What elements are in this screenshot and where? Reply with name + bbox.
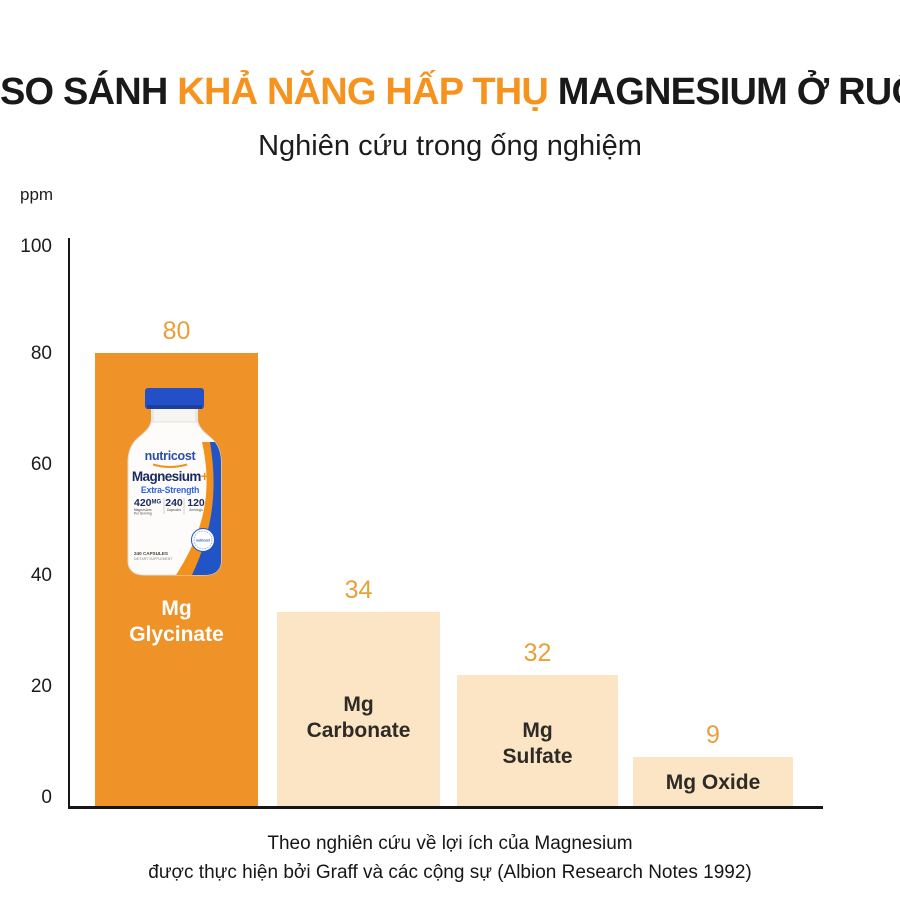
bar-label-line2: Carbonate [306,719,411,742]
y-tick-80: 80 [30,343,52,364]
title-part2: MAGNESIUM Ở RUỘT [557,71,900,113]
brand-logo-swoosh [152,463,188,468]
bar-value-mg-sulfate: 32 [523,639,552,667]
product-name: Magnesium+ [132,469,209,484]
page-title: SO SÁNH KHẢ NĂNG HẤP THỤ MAGNESIUM Ở RUỘ… [0,69,900,115]
bar-value-mg-glycinate: 80 [162,317,191,345]
page-subtitle: Nghiên cứu trong ống nghiệm [258,130,642,162]
brand-logo: nutricost [145,449,197,463]
bar-mg-oxide: 9 Mg Oxide [633,721,793,806]
source-note-line2: được thực hiện bởi Graff và các cộng sự … [148,862,752,883]
stat-dose: 420MG [134,497,162,509]
bar-label-mg-glycinate: Mg Glycinate [95,596,258,648]
bottle-label-art: nutricost [176,442,221,575]
capsule-count-text: 240 CAPSULES [134,551,168,556]
product-stats: 420MG 240 120 Magnesium Per Serving Caps… [134,497,205,515]
y-tick-60: 60 [30,454,52,475]
badge-seal: nutricost [191,528,215,552]
stat-dose-unit: MG [152,500,162,506]
y-axis-unit-label: ppm [20,185,54,204]
bar-label-line1: Mg [343,693,374,716]
bar-label-line1: Mg [522,719,553,742]
bar-label-mg-oxide: Mg Oxide [633,770,793,796]
bar-label-line2: Glycinate [129,623,224,646]
y-tick-40: 40 [30,565,52,586]
stat-capsules-value: 240 [165,497,183,509]
bottle-neck [151,409,198,422]
y-tick-0: 0 [41,787,52,808]
title-highlight: KHẢ NĂNG HẤP THỤ [177,71,549,113]
stat-capsules-caption: Capsules [167,508,181,512]
bar-label-line2: Sulfate [502,745,573,768]
bar-mg-glycinate: 80 [95,317,258,806]
bar-mg-carbonate: 34 Mg Carbonate [277,576,440,806]
bar-label-line1: Mg Oxide [665,771,761,794]
product-name-plus: + [201,469,209,484]
y-tick-100: 100 [20,236,52,257]
bar-label-mg-sulfate: Mg Sulfate [457,718,618,770]
source-note: Theo nghiên cứu về lợi ích của Magnesium… [0,829,900,887]
title-part1: SO SÁNH [0,71,178,113]
x-axis-line [68,806,823,809]
stat-dose-value: 420 [134,497,152,509]
product-name-base: Magnesium [132,469,201,484]
stat-servings-value: 120 [187,497,205,509]
product-variant: Extra-Strength [141,485,199,495]
stat-dose-caption-2: Per Serving [134,511,152,515]
bottle-svg: nutricost nutricost Magnesium+ Extra-Str… [127,388,222,576]
stat-servings-caption: Servings [189,508,203,512]
bar-mg-sulfate: 32 Mg Sulfate [457,639,618,806]
source-note-line1: Theo nghiên cứu về lợi ích của Magnesium [267,833,633,854]
bar-label-line1: Mg [161,597,192,620]
y-axis-line [68,238,70,808]
product-bottle-image: nutricost nutricost Magnesium+ Extra-Str… [126,388,223,576]
stat-dose-caption-1: Magnesium [134,508,152,512]
bar-value-mg-oxide: 9 [706,721,720,749]
bar-value-mg-carbonate: 34 [344,576,373,604]
bottle-label-text: nutricost Magnesium+ Extra-Strength 420M… [132,449,209,561]
bottle-cap [145,388,204,409]
badge-text: nutricost [196,539,211,543]
supplement-text: DIETARY SUPPLEMENT [134,557,172,561]
y-tick-20: 20 [30,676,52,697]
bar-label-mg-carbonate: Mg Carbonate [277,692,440,744]
